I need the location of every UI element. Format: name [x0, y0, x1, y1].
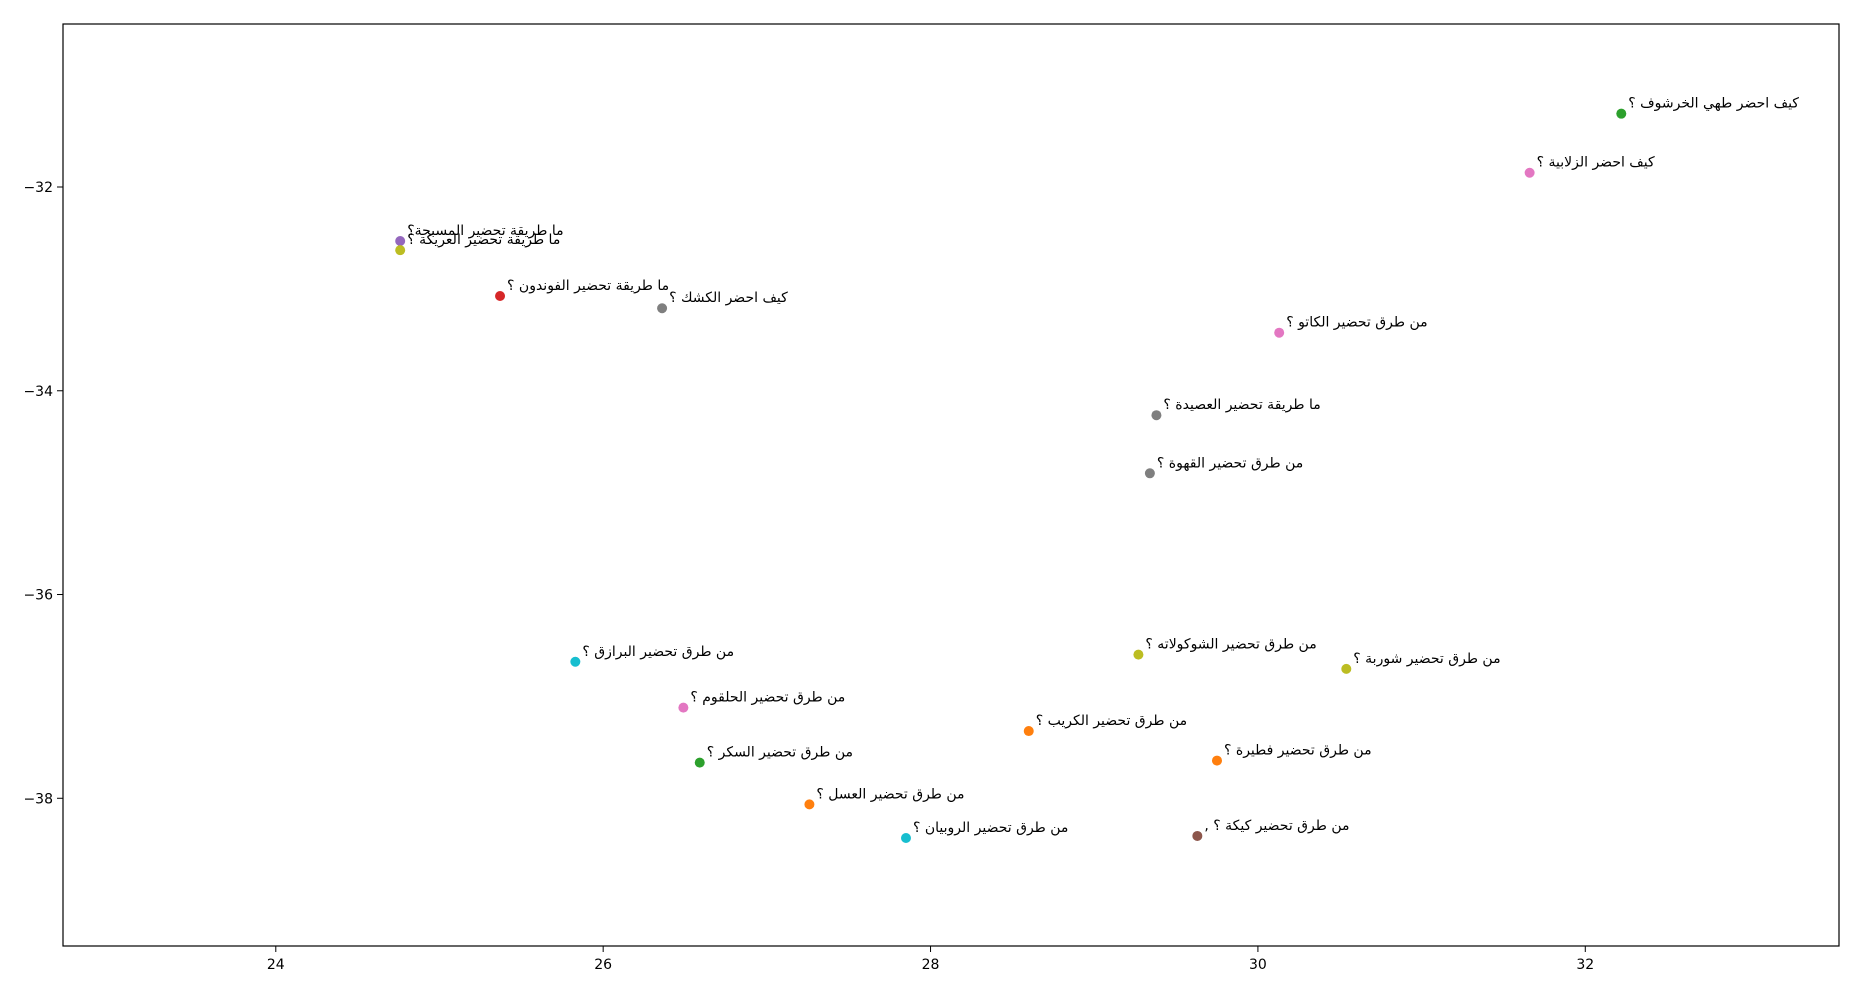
- data-point: [1144, 468, 1155, 479]
- data-label: من طرق تحضير كيكة ؟ ,: [1204, 818, 1349, 834]
- data-point: [657, 303, 668, 314]
- data-label: من طرق تحضير الروبيان ؟: [913, 820, 1068, 836]
- data-label: من طرق تحضير العسل ؟: [816, 786, 964, 802]
- data-label: من طرق تحضير الشوكولاته ؟: [1145, 637, 1316, 653]
- data-label: كيف احضر طهي الخرشوف ؟: [1628, 96, 1799, 112]
- data-point: [1211, 755, 1222, 766]
- data-point: [678, 702, 689, 713]
- data-label: من طرق تحضير شوربة ؟: [1353, 651, 1500, 667]
- data-label: ما طريقة تحضير العصيدة ؟: [1163, 397, 1320, 413]
- data-point: [1341, 663, 1352, 674]
- data-points: [395, 108, 1627, 844]
- y-tick-label: −36: [23, 588, 53, 604]
- data-label: من طرق تحضير الكاتو ؟: [1286, 315, 1427, 331]
- x-axis: 24 26 28 30 32: [267, 946, 1594, 973]
- x-tick-label: 32: [1576, 957, 1594, 973]
- y-tick-label: −38: [23, 791, 53, 807]
- plot-area: [62, 23, 1840, 947]
- data-label: من طرق تحضير الكريب ؟: [1036, 713, 1187, 729]
- y-tick-label: −32: [23, 180, 53, 196]
- data-label: من طرق تحضير البرازق ؟: [582, 644, 734, 660]
- data-point: [495, 291, 506, 302]
- y-tick-label: −34: [23, 384, 53, 400]
- data-point: [1151, 410, 1162, 421]
- data-label: ما طريقة تحضير الفوندون ؟: [507, 278, 669, 294]
- data-point: [395, 245, 406, 256]
- data-label: من طرق تحضير القهوة ؟: [1157, 455, 1303, 471]
- data-label: ما طريقة تحضير العريكة ؟: [407, 232, 560, 248]
- data-point: [1616, 108, 1627, 119]
- data-label: كيف احضر الكشك ؟: [669, 290, 788, 306]
- x-tick-label: 28: [922, 957, 940, 973]
- data-point: [1192, 830, 1203, 841]
- data-point: [900, 833, 911, 844]
- x-tick-label: 30: [1249, 957, 1267, 973]
- data-point: [694, 757, 705, 768]
- data-point: [1524, 167, 1535, 178]
- data-label: من طرق تحضير فطيرة ؟: [1224, 743, 1372, 759]
- data-point: [1023, 726, 1034, 737]
- data-label: من طرق تحضير السكر ؟: [707, 745, 853, 761]
- data-label: من طرق تحضير الحلقوم ؟: [690, 690, 845, 706]
- data-label: كيف احضر الزلابية ؟: [1537, 155, 1655, 171]
- data-point: [1133, 649, 1144, 660]
- data-point: [804, 799, 815, 810]
- x-tick-label: 24: [267, 957, 285, 973]
- data-point: [395, 236, 406, 247]
- data-point: [1274, 327, 1285, 338]
- point-labels: كيف احضر طهي الخرشوف ؟ كيف احضر الزلابية …: [407, 96, 1799, 836]
- data-point: [570, 656, 581, 667]
- x-tick-label: 26: [594, 957, 612, 973]
- y-axis: −32 −34 −36 −38: [23, 180, 63, 807]
- data-label: ما طريقة تحضير المسبحة؟: [407, 223, 563, 239]
